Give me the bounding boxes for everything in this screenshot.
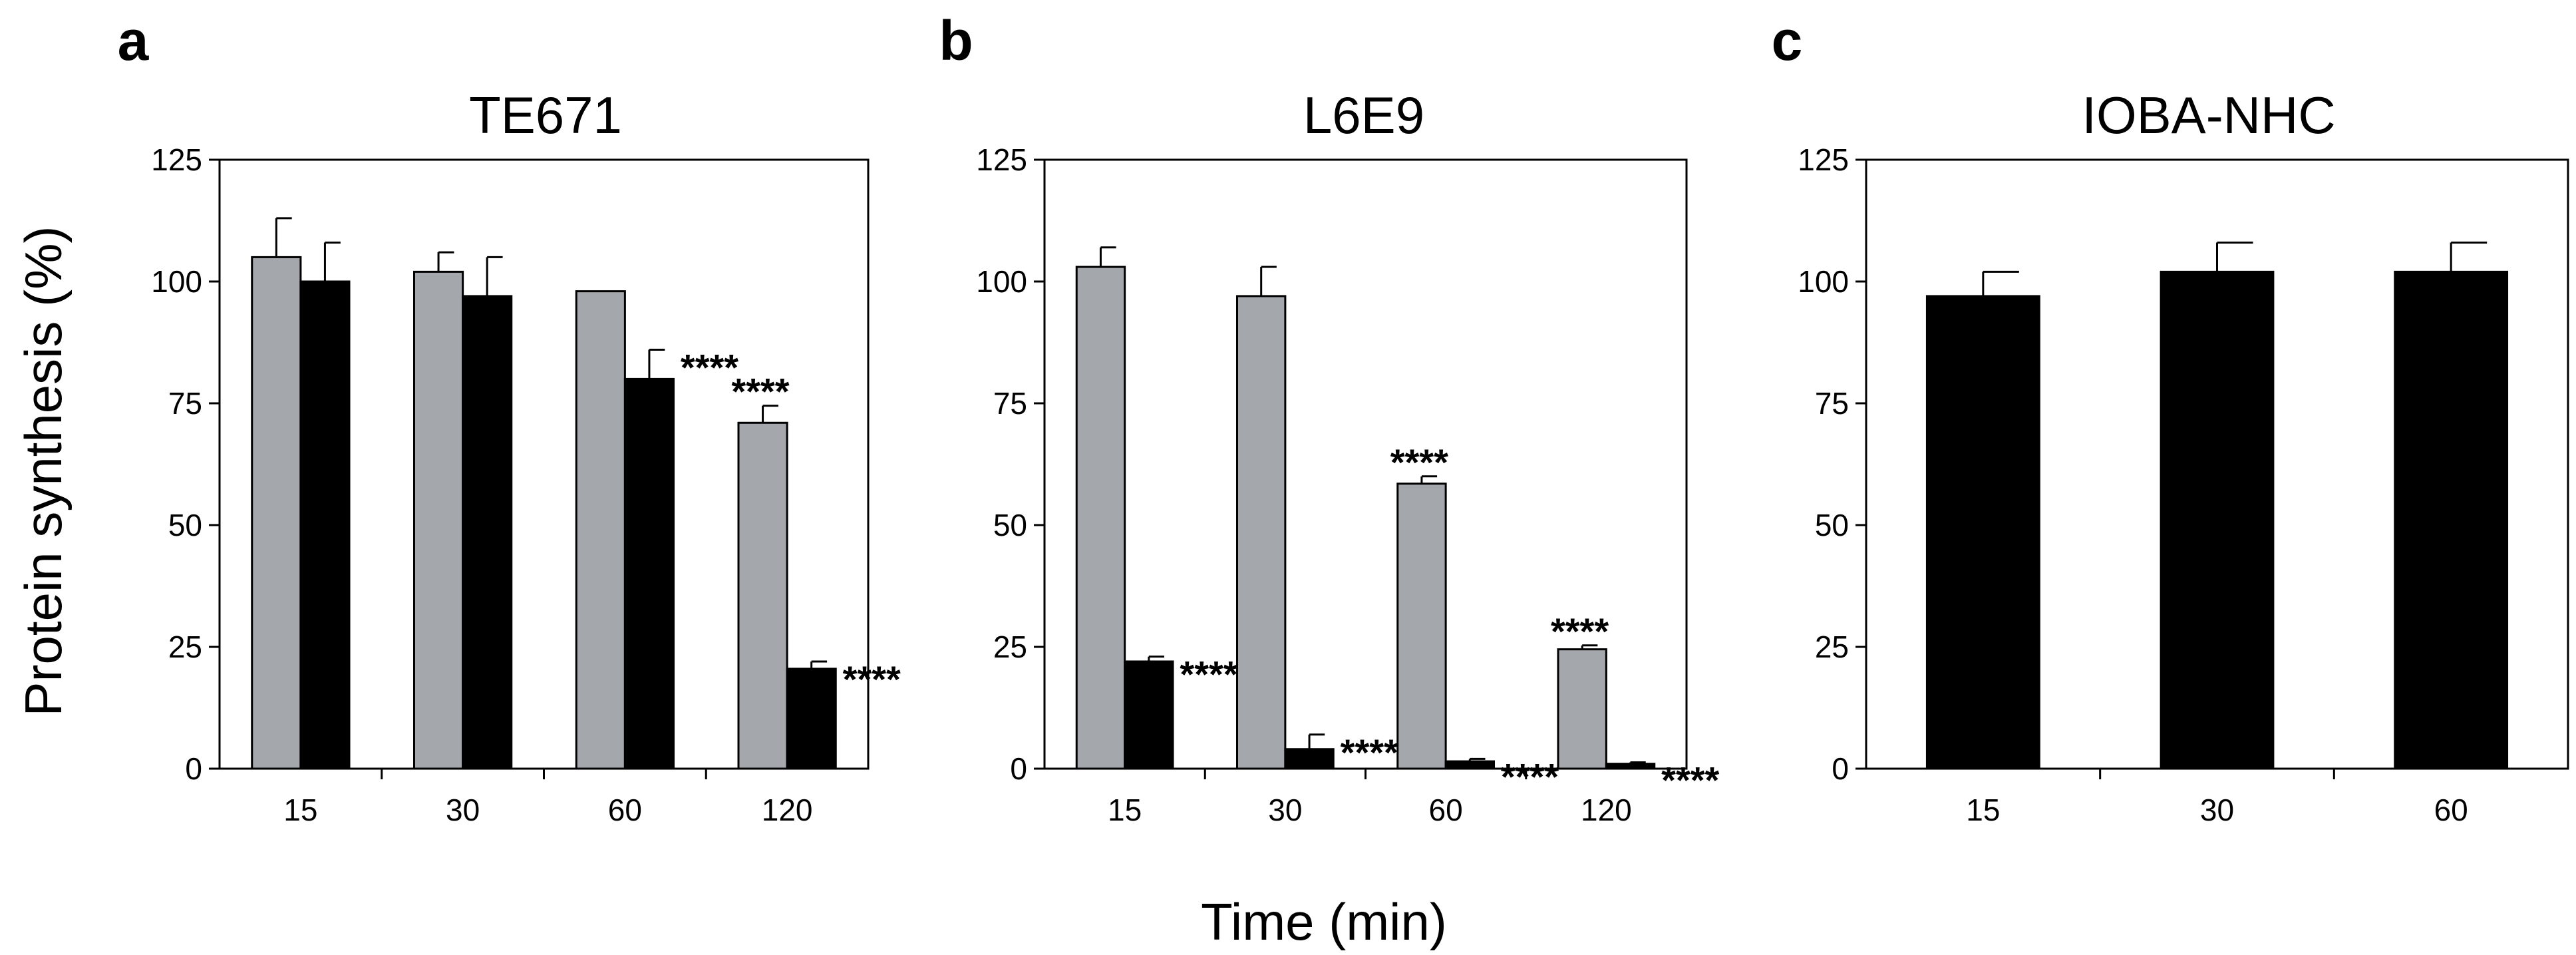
bar-black: [1284, 748, 1335, 770]
bar-black: [1605, 763, 1656, 770]
x-axis-label: Time (min): [1201, 892, 1447, 951]
bar-gray: [737, 421, 788, 770]
significance-label: ****: [1390, 441, 1448, 483]
y-tick-label: 25: [993, 630, 1027, 664]
panel-letter: a: [118, 9, 150, 72]
significance-label: ****: [1341, 731, 1398, 773]
x-tick-label: 15: [283, 793, 317, 827]
panel-title: L6E9: [1303, 86, 1424, 144]
significance-label: ****: [1661, 759, 1719, 801]
bar-gray: [251, 256, 302, 770]
bar-black: [462, 295, 513, 770]
chart-panel-b: b L6E9 0 25 50 75 100 125 15 30 60 120 **** **** **** *…: [939, 9, 1719, 827]
chart-panel-c: c IOBA-NHC 0 25 50 75 100 125 15 30 60: [1772, 9, 2569, 827]
x-tick-label: 60: [1429, 793, 1463, 827]
y-tick-label: 75: [168, 386, 202, 421]
significance-label: ****: [843, 658, 901, 700]
y-tick-label: 50: [168, 508, 202, 542]
significance-label: ****: [681, 346, 738, 388]
bar-gray: [1396, 482, 1447, 770]
y-tick-label: 75: [1815, 386, 1849, 421]
y-tick-label: 25: [168, 630, 202, 664]
y-tick-label: 50: [993, 508, 1027, 542]
y-tick-label: 75: [993, 386, 1027, 421]
bar-black: [1124, 660, 1174, 770]
significance-label: ****: [1551, 610, 1609, 652]
x-tick-label: 120: [1581, 793, 1632, 827]
y-tick-label: 100: [976, 264, 1027, 299]
y-tick-label: 0: [185, 751, 202, 786]
bar-gray: [413, 270, 464, 770]
y-tick-label: 25: [1815, 630, 1849, 664]
bar-gray: [575, 290, 626, 770]
y-tick-label: 0: [1832, 751, 1849, 786]
x-tick-label: 60: [608, 793, 642, 827]
bar-black: [2394, 270, 2509, 770]
panel-title: IOBA-NHC: [2082, 86, 2335, 144]
y-tick-label: 0: [1010, 751, 1027, 786]
y-tick-label: 50: [1815, 508, 1849, 542]
y-tick-label: 125: [151, 142, 202, 177]
panel-letter: b: [939, 9, 973, 72]
bar-black: [299, 280, 351, 770]
bar-black: [2160, 270, 2275, 770]
bar-black: [786, 668, 837, 770]
significance-label: ****: [1180, 654, 1237, 695]
bar-gray: [1075, 266, 1126, 770]
x-tick-label: 30: [1268, 793, 1302, 827]
x-tick-label: 30: [2200, 793, 2234, 827]
x-tick-label: 15: [1966, 793, 2000, 827]
y-tick-label: 125: [1798, 142, 1849, 177]
bar-gray: [1236, 295, 1287, 770]
y-axis-label: Protein synthesis (%): [14, 226, 73, 717]
x-tick-label: 60: [2434, 793, 2468, 827]
significance-label: ****: [1501, 755, 1559, 797]
y-tick-label: 100: [1798, 264, 1849, 299]
x-tick-label: 15: [1108, 793, 1142, 827]
significance-label: ****: [731, 371, 789, 413]
bar-black: [1444, 760, 1495, 770]
y-tick-label: 125: [976, 142, 1027, 177]
x-tick-label: 30: [446, 793, 480, 827]
bar-gray: [1557, 648, 1607, 770]
panel-title: TE671: [469, 86, 622, 144]
panel-letter: c: [1772, 9, 1803, 72]
bar-black: [1925, 295, 2040, 770]
x-tick-label: 120: [762, 793, 813, 827]
bar-black: [623, 377, 675, 770]
y-tick-label: 100: [151, 264, 202, 299]
